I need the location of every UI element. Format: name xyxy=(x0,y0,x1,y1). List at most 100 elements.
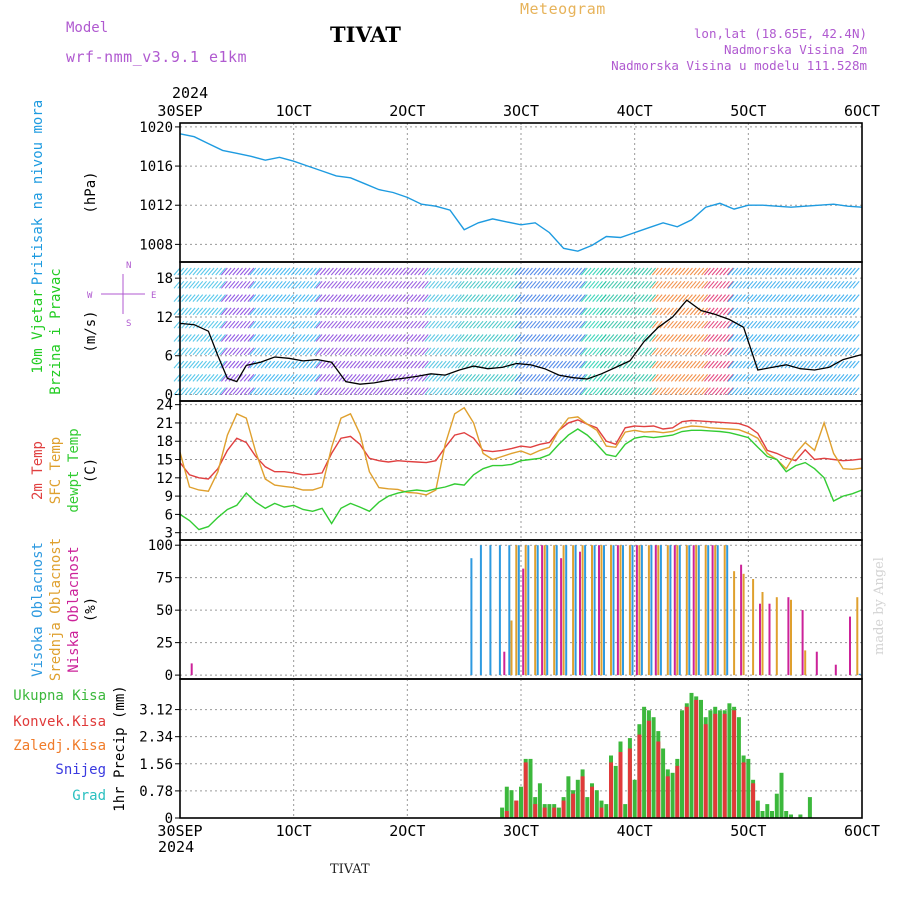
bar-ukupna-kisa xyxy=(500,807,505,818)
wind-barb xyxy=(726,294,734,302)
bar-ukupna-kisa xyxy=(680,710,684,818)
bar-niska-oblacnost xyxy=(768,603,771,676)
wind-barb xyxy=(525,374,533,382)
wind-barb xyxy=(722,267,730,276)
wind-barb xyxy=(742,387,750,396)
wind-barb xyxy=(357,294,365,302)
wind-barb xyxy=(651,374,659,382)
wind-barb xyxy=(522,267,529,276)
wind-barb xyxy=(313,307,321,316)
wind-barb xyxy=(803,360,811,369)
wind-barb xyxy=(742,374,750,382)
wind-barb xyxy=(784,307,792,316)
wind-barb xyxy=(686,334,693,342)
wind-barb xyxy=(353,320,361,329)
bar-srednja-oblacnost xyxy=(685,545,688,676)
wind-barb xyxy=(188,387,196,396)
wind-barb xyxy=(814,267,822,276)
wind-barb xyxy=(323,267,331,276)
wind-barb xyxy=(472,307,480,316)
wind-barb xyxy=(678,334,686,342)
wind-barb xyxy=(309,387,317,396)
wind-barb xyxy=(518,374,526,382)
wind-barb xyxy=(848,280,856,289)
wind-barb xyxy=(746,320,754,329)
wind-barb xyxy=(603,294,611,302)
wind-barb xyxy=(211,360,219,369)
wind-barb xyxy=(678,347,686,356)
wind-barb xyxy=(611,280,619,289)
wind-barb xyxy=(739,387,746,396)
wind-barb xyxy=(387,360,395,369)
wind-barb xyxy=(567,280,575,289)
wind-barb xyxy=(533,334,541,342)
wind-barb xyxy=(727,334,735,342)
side-label: SFC Temp xyxy=(48,437,64,504)
wind-barb xyxy=(622,267,630,276)
bar-srednja-oblacnost xyxy=(524,545,527,676)
wind-barb xyxy=(510,307,518,316)
bar-visoka-oblacnost xyxy=(565,545,568,676)
wind-barb xyxy=(731,294,739,302)
wind-barb xyxy=(603,374,611,382)
wind-barb xyxy=(556,307,564,316)
wind-barb xyxy=(592,294,600,302)
wind-barb xyxy=(432,360,440,369)
wind-barb xyxy=(649,334,656,342)
wind-barb xyxy=(541,320,548,329)
wind-barb xyxy=(499,280,507,289)
wind-barb xyxy=(754,374,762,382)
wind-barb xyxy=(406,280,414,289)
wind-barb xyxy=(803,280,811,289)
wind-barb xyxy=(249,387,257,396)
wind-barb xyxy=(507,307,514,316)
wind-barb xyxy=(203,374,211,382)
y-tick-label: 12 xyxy=(156,471,173,487)
wind-barb xyxy=(410,280,418,289)
wind-barb xyxy=(788,320,796,329)
wind-barb xyxy=(391,267,399,276)
bar-visoka-oblacnost xyxy=(726,545,729,676)
wind-barb xyxy=(203,387,211,396)
wind-barb xyxy=(376,280,384,289)
wind-barb xyxy=(457,294,465,302)
wind-barb xyxy=(353,347,361,356)
wind-barb xyxy=(522,387,529,396)
wind-barb xyxy=(395,374,403,382)
wind-barb xyxy=(200,267,207,276)
wind-barb xyxy=(548,267,556,276)
wind-barb xyxy=(391,334,399,342)
wind-barb xyxy=(236,360,243,369)
wind-barb xyxy=(357,374,365,382)
wind-barb xyxy=(765,307,773,316)
bar-niska-oblacnost xyxy=(815,651,818,676)
wind-barb xyxy=(353,360,361,369)
wind-barb xyxy=(432,374,440,382)
wind-barb xyxy=(414,360,422,369)
x-tick-label-bottom: 4OCT xyxy=(617,822,653,840)
wind-barb xyxy=(203,347,211,356)
wind-barb xyxy=(256,307,264,316)
wind-barb xyxy=(674,280,682,289)
wind-barb xyxy=(315,320,323,329)
wind-barb xyxy=(746,360,754,369)
wind-barb xyxy=(630,374,637,382)
wind-barb xyxy=(372,267,380,276)
wind-barb xyxy=(364,334,372,342)
wind-barb xyxy=(380,267,387,276)
wind-barb xyxy=(618,294,626,302)
wind-barb xyxy=(211,294,219,302)
bar-srednja-oblacnost xyxy=(553,545,556,676)
bar-ukupna-kisa xyxy=(509,790,514,818)
wind-barb xyxy=(622,320,630,329)
wind-barb xyxy=(811,294,818,302)
wind-barb xyxy=(414,307,422,316)
wind-barb xyxy=(200,334,207,342)
bar-niska-oblacnost xyxy=(740,564,743,676)
wind-barb xyxy=(674,374,682,382)
wind-barb xyxy=(633,360,641,369)
y-tick-label: 24 xyxy=(156,398,173,414)
wind-barb xyxy=(345,280,353,289)
bar-visoka-oblacnost xyxy=(669,545,672,676)
